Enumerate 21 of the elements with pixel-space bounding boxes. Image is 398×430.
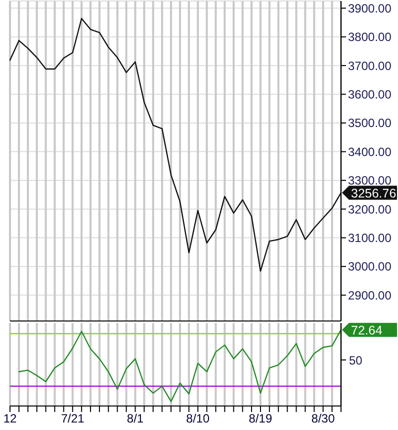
y-tick-label: 3500.00	[348, 116, 392, 130]
y-tick-label: 3400.00	[348, 144, 392, 159]
y-tick-label: 3000.00	[348, 260, 392, 274]
x-tick-label: 8/10	[186, 412, 210, 426]
x-tick-label: 7/21	[60, 412, 85, 426]
y-tick-label: 3300.00	[348, 174, 392, 188]
x-tick-label: 8/1	[126, 412, 144, 426]
y-tick-label: 3700.00	[348, 58, 392, 73]
y-tick-label: 3100.00	[348, 231, 392, 246]
y-tick-label: 3800.00	[348, 30, 392, 44]
text: 3256.76	[351, 186, 396, 200]
y-tick-label: 3200.00	[348, 202, 392, 216]
x-tick-label: 12	[3, 412, 17, 426]
y-tick-label: 2900.00	[348, 288, 392, 302]
text: 72.64	[351, 323, 382, 338]
y-tick-label: 3900.00	[348, 1, 392, 16]
line-series	[9, 18, 342, 272]
y-tick-label: 3600.00	[348, 88, 392, 102]
x-tick-label: 8/19	[248, 412, 272, 426]
x-tick-label: 8/30	[311, 412, 336, 426]
text: 50	[349, 353, 363, 368]
